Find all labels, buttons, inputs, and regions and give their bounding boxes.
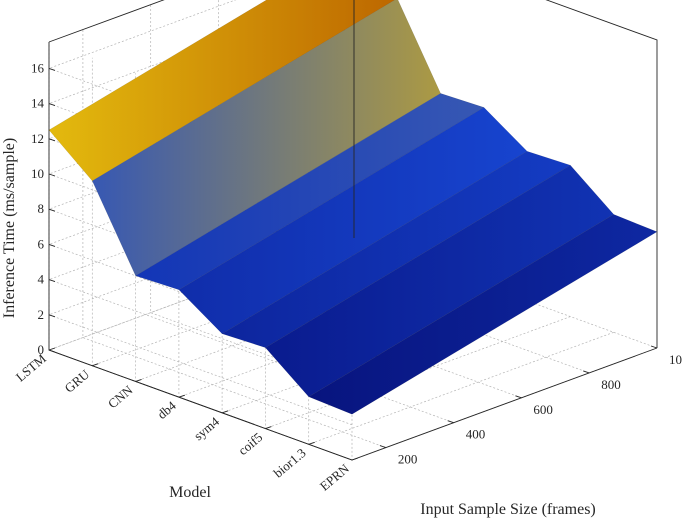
- z-tick-label: 4: [38, 272, 45, 287]
- z-tickmark: [48, 67, 56, 71]
- model-tick-label: coif5: [235, 429, 265, 458]
- model-tick-label: db4: [154, 398, 179, 422]
- z-tick-label: 6: [38, 236, 45, 251]
- z-tick-label: 12: [31, 131, 44, 146]
- z-tick-label: 0: [38, 342, 45, 357]
- z-tick-label: 8: [38, 201, 45, 216]
- z-tickmark: [48, 314, 56, 318]
- model-tickmark: [48, 347, 56, 351]
- model-tick-label: sym4: [191, 413, 223, 443]
- right-wall-border: [545, 0, 658, 348]
- sample-size-axis-title: Input Sample Size (frames): [420, 501, 596, 518]
- model-tickmark: [351, 457, 359, 461]
- x-tickmark: [379, 445, 387, 448]
- model-tick-label: GRU: [62, 366, 93, 396]
- z-tick-label: 2: [38, 307, 45, 322]
- surface-layer: [48, 0, 658, 415]
- z-tickmark: [48, 243, 56, 247]
- model-tick-label: bior1.3: [270, 445, 308, 480]
- back-wall-border: [48, 0, 355, 238]
- x-tick-label: 600: [533, 402, 553, 417]
- model-tickmark: [178, 394, 185, 398]
- z-tickmark: [48, 173, 56, 177]
- model-tick-label: CNN: [105, 382, 136, 412]
- x-tick-label: 200: [398, 452, 418, 467]
- model-tickmark: [222, 410, 229, 414]
- x-tickmark: [583, 370, 590, 374]
- x-tickmark: [447, 420, 454, 424]
- z-tickmark: [48, 103, 56, 107]
- model-tickmark: [265, 426, 272, 429]
- z-axis-title: Inference Time (ms/sample): [1, 138, 18, 318]
- z-tickmark: [48, 349, 56, 353]
- x-tickmark: [515, 395, 522, 399]
- surface-band-LSTM: [48, 0, 396, 182]
- x-tick-label: 400: [466, 427, 486, 442]
- x-tick-label: 800: [601, 377, 621, 392]
- z-tickmark: [48, 279, 56, 283]
- model-tickmark: [308, 441, 315, 445]
- axis-layer: [48, 0, 658, 461]
- x-tickmark: [650, 345, 658, 349]
- z-tick-label: 10: [31, 166, 44, 181]
- model-tickmark: [135, 379, 142, 382]
- z-tickmark: [48, 208, 56, 212]
- z-tick-label: 14: [31, 96, 45, 111]
- z-tick-label: 16: [31, 60, 45, 75]
- model-tick-label: EPRN: [317, 460, 353, 493]
- z-tickmark: [48, 138, 56, 142]
- model-tickmark: [92, 363, 99, 367]
- x-tick-label: 10: [669, 352, 682, 367]
- model-axis-title: Model: [169, 484, 211, 501]
